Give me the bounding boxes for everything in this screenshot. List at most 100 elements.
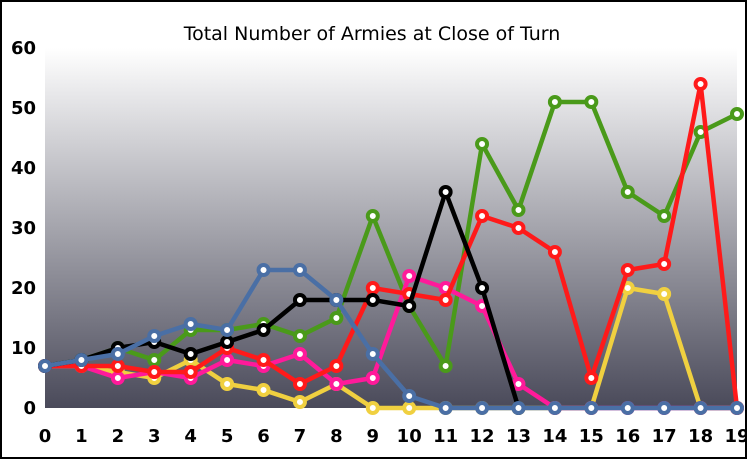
data-point xyxy=(475,401,490,415)
data-point xyxy=(256,323,271,337)
data-point xyxy=(292,347,307,361)
x-tick-label: 9 xyxy=(367,426,380,447)
x-tick-label: 18 xyxy=(688,426,713,447)
data-point xyxy=(511,221,526,235)
data-point xyxy=(220,353,235,367)
data-point xyxy=(292,377,307,391)
y-axis: 0 10 20 30 40 50 60 xyxy=(11,38,36,419)
series-5 xyxy=(38,263,744,415)
data-point xyxy=(365,281,380,295)
data-point xyxy=(438,401,453,415)
x-tick-label: 11 xyxy=(433,426,458,447)
data-point xyxy=(584,401,599,415)
x-tick-label: 7 xyxy=(294,426,307,447)
x-tick-label: 3 xyxy=(148,426,161,447)
x-tick-label: 8 xyxy=(330,426,343,447)
x-tick-label: 19 xyxy=(724,426,747,447)
data-point xyxy=(402,269,417,283)
data-point xyxy=(256,383,271,397)
series-line xyxy=(42,99,740,369)
y-tick-label: 50 xyxy=(11,98,36,119)
data-point xyxy=(110,371,125,385)
data-point xyxy=(110,347,125,361)
data-point xyxy=(511,203,526,217)
series-layer xyxy=(38,77,744,415)
data-point xyxy=(730,401,744,415)
x-tick-label: 5 xyxy=(221,426,234,447)
chart-title: Total Number of Armies at Close of Turn xyxy=(183,23,561,45)
y-tick-label: 20 xyxy=(11,278,36,299)
data-point xyxy=(547,245,562,259)
data-point xyxy=(329,311,344,325)
data-point xyxy=(730,107,744,121)
data-point xyxy=(657,287,672,301)
data-point xyxy=(256,263,271,277)
data-point xyxy=(438,293,453,307)
data-point xyxy=(365,347,380,361)
data-point xyxy=(329,293,344,307)
data-point xyxy=(657,401,672,415)
x-tick-label: 14 xyxy=(542,426,567,447)
data-point xyxy=(183,365,198,379)
data-point xyxy=(329,359,344,373)
data-point xyxy=(402,299,417,313)
data-point xyxy=(183,317,198,331)
y-tick-label: 60 xyxy=(11,38,36,59)
data-point xyxy=(620,401,635,415)
x-tick-label: 15 xyxy=(579,426,604,447)
data-point xyxy=(365,371,380,385)
data-point xyxy=(365,209,380,223)
data-point xyxy=(183,347,198,361)
data-point xyxy=(475,137,490,151)
data-point xyxy=(38,359,52,373)
data-point xyxy=(511,401,526,415)
y-tick-label: 40 xyxy=(11,158,36,179)
data-point xyxy=(74,353,89,367)
data-point xyxy=(402,389,417,403)
series-3 xyxy=(38,77,744,415)
y-tick-label: 30 xyxy=(11,218,36,239)
plot-area xyxy=(45,48,737,408)
data-point xyxy=(402,401,417,415)
data-point xyxy=(147,365,162,379)
data-point xyxy=(511,377,526,391)
data-point xyxy=(547,95,562,109)
x-tick-label: 13 xyxy=(506,426,531,447)
data-point xyxy=(693,77,708,91)
data-point xyxy=(475,209,490,223)
data-point xyxy=(620,263,635,277)
x-tick-label: 10 xyxy=(397,426,422,447)
data-point xyxy=(438,185,453,199)
x-tick-label: 0 xyxy=(39,426,52,447)
data-point xyxy=(147,353,162,367)
data-point xyxy=(220,335,235,349)
x-tick-label: 4 xyxy=(184,426,197,447)
x-axis: 0 1 2 3 4 5 6 7 8 9 10 11 12 13 14 15 16 17 18 19 xyxy=(39,426,747,447)
data-point xyxy=(256,353,271,367)
y-tick-label: 0 xyxy=(23,398,36,419)
data-point xyxy=(584,371,599,385)
data-point xyxy=(547,401,562,415)
data-point xyxy=(220,377,235,391)
data-point xyxy=(438,359,453,373)
data-point xyxy=(475,281,490,295)
data-point xyxy=(620,185,635,199)
data-point xyxy=(292,263,307,277)
x-tick-label: 17 xyxy=(652,426,677,447)
data-point xyxy=(220,323,235,337)
x-tick-label: 6 xyxy=(257,426,270,447)
x-tick-label: 2 xyxy=(112,426,125,447)
data-point xyxy=(292,329,307,343)
data-point xyxy=(329,377,344,391)
data-point xyxy=(292,395,307,409)
data-point xyxy=(110,359,125,373)
data-point xyxy=(693,401,708,415)
data-point xyxy=(147,329,162,343)
data-point xyxy=(365,401,380,415)
data-point xyxy=(657,209,672,223)
x-tick-label: 1 xyxy=(75,426,88,447)
data-point xyxy=(292,293,307,307)
data-point xyxy=(657,257,672,271)
